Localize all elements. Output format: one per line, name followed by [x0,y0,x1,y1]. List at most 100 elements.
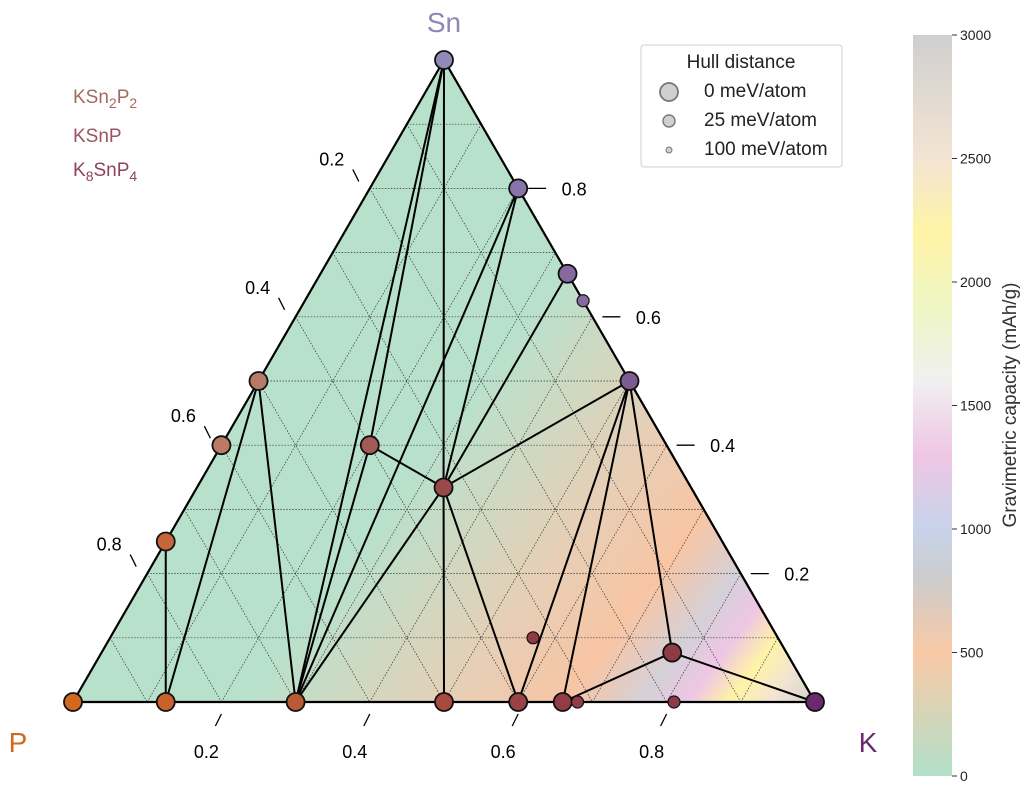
tie-line-15 [517,380,631,703]
tick-label-right-2: 0.6 [636,308,661,328]
tie-line-16 [561,380,631,703]
phase-point-sn [434,50,454,70]
tie-line-14 [442,487,520,703]
tie-line-4 [369,444,445,489]
tie-line-9 [164,380,260,703]
legend-entry-0: 0 meV/atom [704,81,806,102]
grid-line-k-8 [666,573,742,702]
grid-line-k-1 [146,124,482,702]
phase-point-k3p11 [285,692,306,712]
phase-point-k3p7x [570,695,585,709]
tick-label-bottom-0: 0.2 [194,742,219,762]
phase-point-k8snp4 [662,642,683,663]
tie-lines [164,59,816,703]
grid-line-p-4 [295,316,519,702]
colorbar-gradient [913,35,952,776]
colorbar: 0 500 1000 1500 2000 2500 3000 Gravimetric cap… [913,27,1021,784]
tie-line-1 [442,188,520,488]
phase-point-sn4p3 [211,435,232,456]
tick-mark-bottom-2 [511,713,519,727]
phase-point-ksn2p2 [359,435,380,456]
colorbar-tick-label-6: 3000 [960,27,991,43]
tick-label-left-2: 0.6 [171,406,196,426]
corner-label-right: K [859,727,878,758]
phase-point-k3p [667,695,681,709]
ternary-grid [109,123,779,702]
phase-point-k3sn5 [576,294,590,308]
phase-point-ksn [619,371,640,391]
tie-line-17 [628,380,674,653]
tick-mark-left-1 [278,297,286,311]
phase-point-ksn4 [508,178,529,199]
grid-line-k-9 [740,637,779,702]
tick-mark-bottom-3 [660,713,668,727]
phase-point-ksnp [433,477,454,498]
phase-point-snp3 [155,531,176,552]
tick-mark-bottom-0 [214,713,222,727]
colorbar-tick-label-3: 1500 [960,398,991,414]
legend-marker-1 [662,114,676,128]
tick-mark-bottom-1 [363,713,371,727]
colorbar-tick-label-4: 2000 [960,274,991,290]
tick-label-left-3: 0.8 [97,535,122,555]
legend-marker-2 [665,146,673,154]
legend-entry-1: 25 meV/atom [704,110,817,131]
phase-point-kp10 [155,692,176,712]
tick-label-right-0: 0.2 [784,565,809,585]
tie-line-6 [294,59,445,703]
grid-line-p-3 [332,252,593,702]
tie-line-11 [294,444,371,703]
phase-point-p [63,692,83,712]
tick-label-right-3: 0.8 [562,179,587,199]
phase-point-ksn2 [557,263,578,284]
tick-mark-left-3 [129,554,137,567]
tie-line-12 [294,486,445,703]
colorbar-tick-label-5: 2500 [960,151,991,167]
axis-ticks: 0.2 0.2 0.2 0.4 0.4 0.4 0.6 0.6 0.6 0.8 0.8 0.8 [97,149,810,762]
annotation-k8snp4: K8SnP4 [73,160,137,184]
tie-line-8 [257,380,297,703]
tie-line-5 [368,59,445,446]
tie-line-2 [442,273,569,489]
annotation-ksnp: KSnP [73,126,122,147]
phase-points [63,50,825,712]
tick-label-bottom-2: 0.6 [491,742,516,762]
tick-mark-left-2 [203,425,211,439]
colorbar-tick-label-2: 1000 [960,521,991,537]
tie-line-20 [671,651,816,703]
tick-mark-left-0 [352,169,360,182]
phase-point-k4p6 [434,692,454,712]
legend: Hull distance 0 meV/atom 25 meV/atom 100… [640,44,843,168]
corner-label-left: P [9,727,28,758]
phase-point-k5p4 [552,692,573,712]
colorbar-label: Gravimetric capacity (mAh/g) [1000,283,1021,528]
colorbar-ticks: 0 500 1000 1500 2000 2500 3000 [952,27,991,784]
tick-label-right-1: 0.4 [710,436,735,456]
colorbar-tick-label-1: 500 [960,645,984,661]
phase-point-ksnp2 [526,631,540,645]
tie-line-3 [443,380,630,489]
corner-label-top: Sn [427,7,461,38]
legend-marker-0 [659,82,679,102]
tie-line-7 [294,188,520,703]
grid-line-p-8 [146,573,222,702]
grid-line-p-9 [109,637,148,702]
tick-label-bottom-1: 0.4 [342,742,367,762]
grid-line-k-3 [295,252,556,702]
legend-entry-2: 100 meV/atom [704,139,828,160]
compound-annotations: KSn2P2 KSnP K8SnP4 [73,87,137,184]
phase-point-kp [508,692,529,712]
legend-frame [640,44,843,168]
grid-line-k-4 [369,316,593,702]
tick-label-left-1: 0.4 [245,278,270,298]
grid-line-p-7 [183,509,296,702]
colorbar-tick-label-0: 0 [960,768,968,784]
grid-line-k-6 [517,445,667,702]
legend-title: Hull distance [687,52,796,73]
phase-point-snp [248,371,269,391]
phase-point-k [805,692,825,712]
tick-label-bottom-3: 0.8 [639,742,664,762]
grid-line-p-6 [221,445,371,702]
tick-label-left-0: 0.2 [319,149,344,169]
